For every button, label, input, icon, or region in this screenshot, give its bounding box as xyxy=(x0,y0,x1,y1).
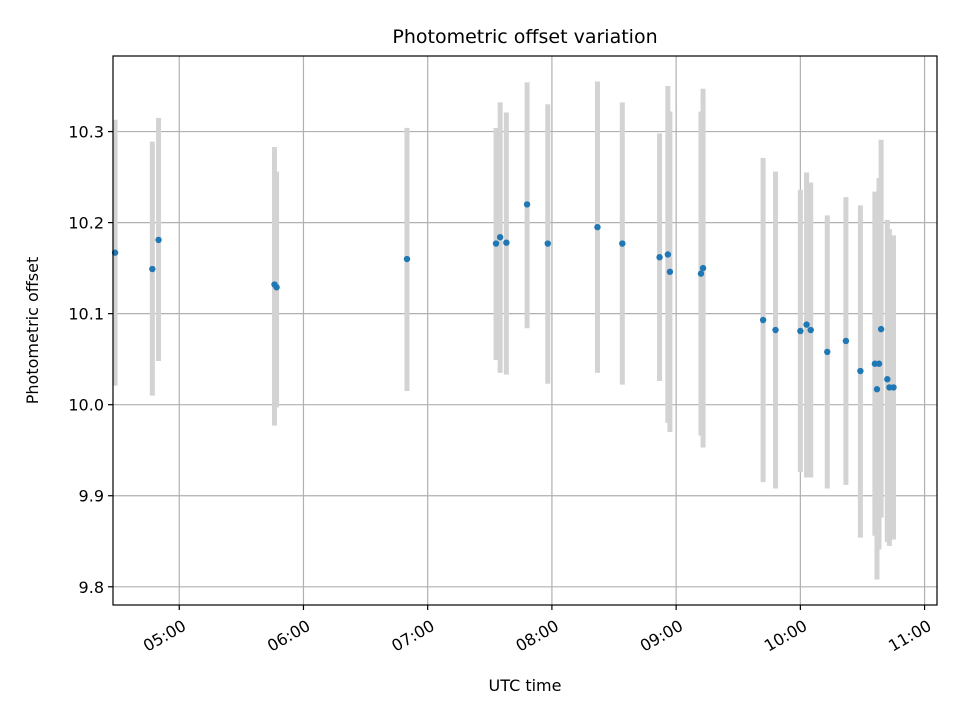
y-tick-label: 9.8 xyxy=(79,578,104,597)
data-point xyxy=(884,376,891,383)
plot-frame xyxy=(112,55,938,606)
data-point xyxy=(664,251,672,258)
data-point xyxy=(523,201,531,208)
y-axis-label: Photometric offset xyxy=(23,257,42,405)
y-tick-label: 10.1 xyxy=(68,305,104,324)
data-point xyxy=(403,255,411,263)
data-point xyxy=(772,326,779,334)
data-point xyxy=(594,223,601,231)
x-tick-label: 08:00 xyxy=(512,616,561,656)
data-points xyxy=(111,201,897,393)
data-point xyxy=(492,240,500,247)
x-tick-label: 06:00 xyxy=(264,616,313,656)
data-point xyxy=(759,316,767,324)
data-point xyxy=(273,284,280,291)
y-tick-label: 9.9 xyxy=(79,487,104,506)
data-point xyxy=(877,325,885,333)
y-tick-label: 10.2 xyxy=(68,214,104,233)
data-point xyxy=(155,236,162,244)
data-point xyxy=(496,233,504,241)
data-point xyxy=(544,240,551,247)
y-axis-ticks: 9.8 9.9 10.0 10.1 10.2 10.3 xyxy=(68,123,113,597)
y-tick-label: 10.0 xyxy=(68,396,104,415)
x-axis-ticks: 05:00 06:00 07:00 08:00 09:00 10:00 11:00 xyxy=(140,605,935,656)
data-point xyxy=(842,337,850,345)
chart-title: Photometric offset variation xyxy=(392,26,657,48)
data-point xyxy=(873,386,881,393)
data-point xyxy=(797,327,804,335)
y-tick-label: 10.3 xyxy=(68,123,104,142)
x-tick-label: 05:00 xyxy=(140,616,189,656)
data-point xyxy=(824,348,831,356)
x-tick-label: 11:00 xyxy=(885,616,934,656)
data-point xyxy=(697,270,705,277)
data-point xyxy=(656,254,663,261)
data-point xyxy=(619,240,626,247)
data-point xyxy=(666,268,674,275)
data-point xyxy=(875,360,883,367)
x-tick-label: 10:00 xyxy=(761,616,810,656)
data-point xyxy=(807,326,814,334)
data-point xyxy=(699,264,707,272)
data-point xyxy=(890,384,897,391)
x-tick-label: 09:00 xyxy=(637,616,686,656)
data-point xyxy=(803,321,810,328)
data-point xyxy=(149,265,156,273)
x-tick-label: 07:00 xyxy=(388,616,437,656)
data-point xyxy=(857,367,864,375)
x-axis-label: UTC time xyxy=(489,676,562,695)
data-point xyxy=(503,239,510,246)
